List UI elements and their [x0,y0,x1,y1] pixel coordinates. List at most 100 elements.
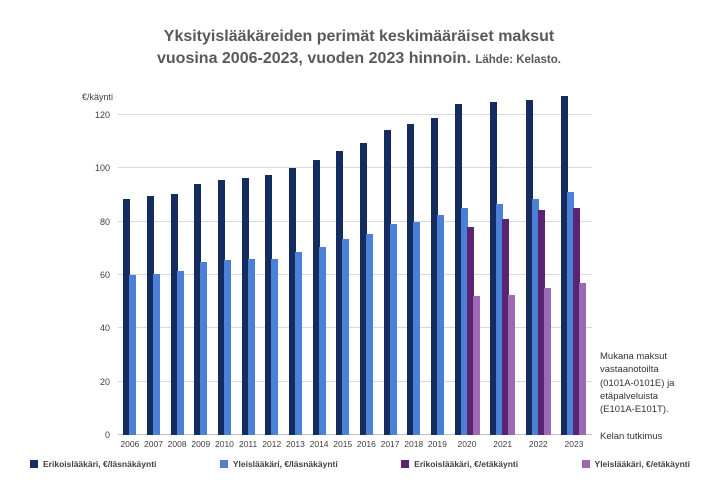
x-tick-label: 2006 [120,439,140,449]
bar [454,104,462,435]
chart-title: Yksityislääkäreiden perimät keskimääräis… [0,26,718,69]
bar-group: 2018 [404,90,423,449]
bar [241,177,249,435]
bar-group: 2015 [333,90,352,449]
bar [200,261,208,435]
x-tick-label: 2016 [356,439,376,449]
legend-swatch [219,460,228,468]
bar-group: 2008 [168,90,187,449]
legend-label: Erikoislääkäri, €/etäkäynti [414,459,519,469]
bar-group: 2010 [215,90,234,449]
x-tick-label: 2019 [427,439,447,449]
gridline [118,434,592,435]
chart-title-line2: vuosina 2006-2023, vuoden 2023 hinnoin. … [0,48,718,70]
bar [525,100,533,435]
chart-source-label: Lähde: Kelasto. [475,53,561,66]
x-tick-label: 2014 [309,439,329,449]
bar [294,252,302,435]
bar [288,168,296,435]
x-tick-label: 2013 [285,439,305,449]
y-tick-label: 0 [104,430,110,440]
bar [508,295,516,435]
bar-group: 2023 [561,90,587,449]
bars-layer: 2006 2007 2008 2009 2010 2011 2012 2013 2014 2015… [118,90,592,449]
x-tick-label: 2022 [528,439,548,449]
gridline [118,220,592,222]
y-tick-label: 100 [94,163,110,174]
bar [146,196,154,435]
bar-group: 2020 [454,90,480,449]
x-tick-label: 2007 [144,439,163,449]
legend: Erikoislääkäri, €/läsnäkäynti Yleislääkär… [0,459,718,469]
bar [537,209,545,435]
legend-item: Yleislääkäri, €/läsnäkäynti [219,459,338,469]
x-tick-label: 2012 [262,439,282,449]
bar [413,221,421,435]
legend-label: Yleislääkäri, €/läsnäkäynti [232,459,338,469]
bar [152,273,160,435]
bar-group: 2011 [239,90,257,449]
bar [342,239,350,435]
legend-label: Erikoislääkäri, €/läsnäkäynti [43,459,157,469]
gridline [118,327,592,329]
bar [466,227,474,435]
x-tick-label: 2017 [380,439,400,449]
x-tick-label: 2021 [493,439,513,449]
x-tick-label: 2011 [238,439,258,449]
bar-group: 2013 [286,90,305,449]
bar [265,175,273,435]
bar [567,192,575,435]
x-tick-label: 2009 [191,439,211,449]
bar [460,208,468,435]
bar-group: 2016 [357,90,376,449]
gridline [118,114,592,115]
y-tick-label: 60 [99,270,110,280]
bar-group: 2006 [120,90,139,449]
bar [123,199,131,435]
annotation-footer: Kelan tutkimus [600,431,663,442]
bar-group: 2014 [310,90,329,449]
bar-group: 2009 [191,90,210,449]
legend-item: Erikoislääkäri, €/etäkäynti [401,459,518,469]
bar [223,260,231,435]
bar-group: 2012 [262,90,281,449]
y-tick-label: 40 [99,323,110,334]
bar [271,259,279,435]
y-tick-label: 20 [99,376,110,387]
chart-title-line2-text: vuosina 2006-2023, vuoden 2023 hinnoin. [157,49,471,67]
bar [383,129,391,435]
bar [247,259,255,435]
x-tick-label: 2018 [404,439,424,449]
y-tick-label: 120 [94,110,110,120]
x-tick-label: 2008 [167,439,187,449]
bar [436,215,444,435]
x-tick-label: 2010 [214,439,234,449]
chart-title-line1: Yksityislääkäreiden perimät keskimääräis… [163,28,555,45]
bar [496,204,504,435]
y-tick-label: 80 [99,216,110,227]
legend-item: Erikoislääkäri, €/läsnäkäynti [30,459,156,469]
bar [579,283,587,435]
bar [561,96,569,435]
legend-item: Yleislääkäri, €/etäkäynti [581,459,690,469]
gridline [118,274,592,275]
legend-swatch [30,460,38,468]
bar [573,208,581,435]
bar [359,143,367,435]
legend-swatch [401,460,410,468]
bar [502,219,510,435]
bar [217,180,225,435]
bar-group: 2022 [525,90,551,449]
gridline [118,380,592,382]
bar [176,271,184,435]
bar [312,160,320,435]
bar [194,184,202,435]
bar [490,101,498,435]
bar-group: 2021 [490,90,516,449]
bar-group: 2017 [381,90,400,449]
bar [365,233,373,435]
annotation-note: Mukana maksut vastaanotoilta (0101A-0101… [600,351,675,416]
legend-swatch [581,460,590,468]
bar-group: 2019 [428,90,447,449]
